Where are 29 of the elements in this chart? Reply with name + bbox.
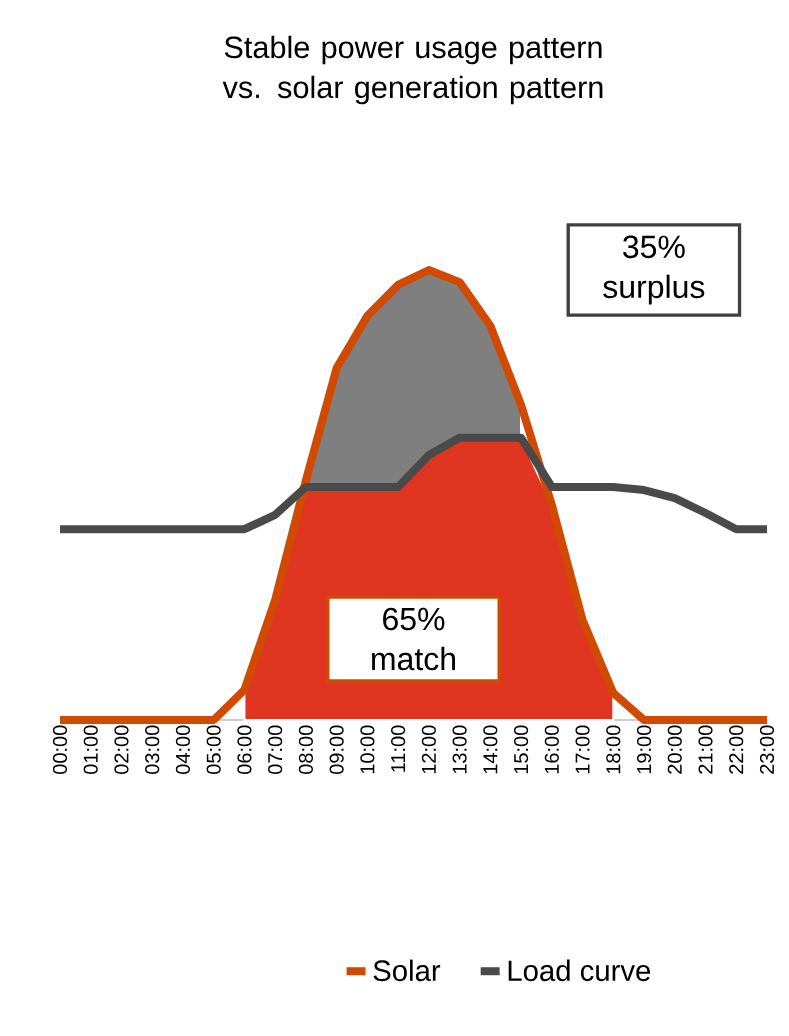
x-tick-label: 20:00	[667, 725, 682, 774]
x-tick-label: 05:00	[206, 725, 221, 774]
x-tick-label: 14:00	[483, 725, 498, 774]
x-tick-label: 11:00	[391, 725, 406, 772]
x-tick-label: 17:00	[575, 725, 590, 774]
x-tick-label: 02:00	[114, 725, 129, 774]
x-tick-label: 15:00	[514, 725, 529, 774]
x-tick-label: 06:00	[237, 725, 252, 774]
x-tick-label: 22:00	[729, 725, 744, 774]
x-tick-label: 13:00	[452, 725, 467, 774]
x-tick-label: 04:00	[175, 725, 191, 774]
x-tick-label: 07:00	[268, 725, 283, 774]
chart-title: Stable power usage pattern vs. solar generation pattern	[222, 35, 603, 105]
x-tick-label: 21:00	[698, 725, 713, 774]
x-tick-label: 19:00	[636, 725, 652, 774]
x-tick-label: 00:00	[52, 725, 68, 774]
legend-label: Load curve	[508, 959, 651, 982]
x-tick-label: 16:00	[544, 725, 559, 774]
x-tick-label: 01:00	[83, 725, 98, 774]
annotation: 35% surplus	[603, 235, 705, 305]
x-tick-label: 10:00	[360, 725, 375, 774]
x-tick-label: 09:00	[329, 725, 344, 774]
x-tick-label: 18:00	[606, 725, 621, 774]
x-tick-label: 23:00	[759, 725, 775, 774]
legend-label: Solar	[373, 959, 441, 982]
annotation: 65% match	[372, 607, 455, 671]
x-tick-label: 12:00	[421, 725, 436, 774]
x-tick-label: 03:00	[145, 725, 160, 774]
x-tick-label: 08:00	[298, 725, 313, 774]
